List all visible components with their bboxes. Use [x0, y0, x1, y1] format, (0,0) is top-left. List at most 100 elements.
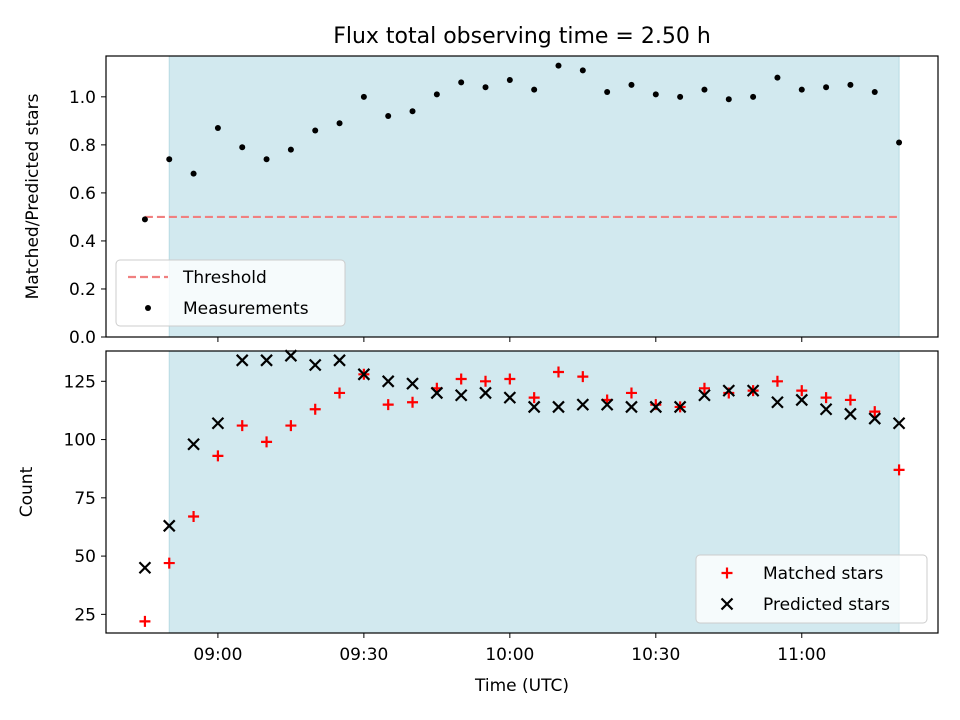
- measurement-point: [141, 216, 148, 223]
- matched-star-point: [382, 399, 394, 411]
- predicted-star-point: [479, 386, 492, 400]
- legend-measurements-swatch: [145, 305, 151, 311]
- measurement-point: [166, 156, 173, 163]
- y-tick-label: 0.0: [69, 328, 96, 348]
- predicted-star-point: [819, 402, 833, 416]
- matched-star-point: [771, 375, 783, 387]
- measurement-point: [871, 89, 878, 96]
- y-tick-label: 0.2: [69, 280, 96, 300]
- bottom-panel: 25 50 75 100 125 09:00 09:30 10:00 10:30 11:00 Cou…: [17, 349, 939, 696]
- predicted-star-point: [357, 368, 371, 381]
- matched-star-point: [504, 373, 516, 385]
- y-tick-label: 0.6: [69, 184, 96, 204]
- measurement-point: [506, 77, 513, 84]
- matched-star-point: [625, 387, 637, 399]
- predicted-star-point: [162, 519, 176, 533]
- measurement-point: [312, 127, 319, 134]
- predicted-star-point: [892, 416, 906, 430]
- legend-box: [115, 259, 346, 327]
- predicted-star-point: [308, 358, 322, 372]
- y-axis-label: Matched/Predicted stars: [23, 93, 43, 299]
- measurement-point: [604, 89, 611, 96]
- matched-star-point: [407, 396, 419, 408]
- matched-star-point: [480, 375, 492, 387]
- measurement-point: [798, 86, 805, 93]
- y-tick-label: 75: [74, 489, 96, 509]
- measurement-point: [555, 62, 562, 69]
- predicted-star-point: [138, 561, 152, 575]
- x-axis-label: Time (UTC): [474, 676, 569, 696]
- legend-box: [695, 554, 928, 624]
- measurement-point: [360, 93, 367, 100]
- measurement-point: [287, 146, 294, 153]
- matched-star-point: [844, 394, 856, 406]
- matched-star-point: [261, 436, 273, 448]
- axes-frame: [105, 350, 939, 634]
- measurement-point: [774, 74, 781, 81]
- measurement-point: [701, 86, 708, 93]
- y-tick-label: 25: [74, 605, 96, 625]
- predicted-star-point: [406, 377, 419, 390]
- matched-star-point: [309, 403, 321, 415]
- predicted-star-point: [527, 400, 541, 414]
- matched-star-point: [528, 392, 540, 404]
- y-tick-label: 100: [64, 431, 96, 451]
- x-tick-label: 10:30: [631, 645, 680, 665]
- matched-star-point: [334, 387, 346, 399]
- measurement-point: [214, 125, 221, 132]
- legend-predicted-swatch: [720, 597, 734, 611]
- predicted-star-point: [454, 389, 468, 402]
- predicted-star-point: [722, 384, 736, 397]
- y-axis-label: Count: [17, 466, 37, 517]
- predicted-star-point: [284, 349, 298, 362]
- predicted-star-point: [625, 400, 638, 414]
- predicted-star-point: [746, 384, 760, 397]
- legend-predicted-label: Predicted stars: [763, 595, 890, 615]
- measurement-point: [579, 67, 586, 74]
- predicted-star-point: [649, 400, 663, 414]
- legend-matched-swatch: [721, 567, 733, 579]
- measurement-point: [823, 84, 830, 91]
- measurement-point: [239, 144, 246, 151]
- legend: Matched stars Predicted stars: [695, 554, 928, 624]
- x-tick-label: 09:00: [193, 645, 242, 665]
- matched-star-point: [455, 373, 467, 385]
- measurement-point: [409, 108, 416, 115]
- matched-star-point: [236, 420, 248, 432]
- measurement-point: [385, 113, 392, 120]
- y-tick-label: 50: [74, 547, 96, 567]
- matched-star-point: [577, 371, 589, 383]
- legend-measurements-label: Measurements: [183, 299, 309, 319]
- predicted-star-point: [430, 386, 444, 400]
- legend-matched-label: Matched stars: [763, 564, 883, 584]
- matched-star-point: [796, 385, 808, 397]
- matched-star-point: [285, 420, 297, 432]
- measurement-point: [652, 91, 659, 98]
- predicted-star-point: [381, 375, 395, 388]
- measurement-point: [336, 120, 343, 127]
- top-panel: 0.0 0.2 0.4 0.6 0.8 1.0 Matched/Predicted star…: [23, 55, 939, 348]
- measurement-point: [190, 170, 197, 177]
- matched-star-point: [188, 510, 200, 522]
- measurement-point: [482, 84, 489, 91]
- y-tick-label: 125: [64, 372, 96, 392]
- matched-star-point: [212, 450, 224, 462]
- measurement-point: [458, 79, 465, 86]
- predicted-star-point: [600, 398, 614, 411]
- predicted-star-point: [187, 437, 200, 451]
- predicted-star-point: [844, 407, 857, 421]
- x-tick-label: 10:00: [485, 645, 534, 665]
- predicted-star-point: [503, 391, 517, 404]
- y-tick-label: 0.4: [69, 232, 96, 252]
- predicted-star-point: [795, 393, 809, 407]
- predicted-star-point: [868, 412, 882, 425]
- axes-frame: [105, 55, 939, 338]
- measurement-point: [677, 93, 684, 100]
- chart-title: Flux total observing time = 2.50 h: [333, 24, 711, 49]
- x-tick-label: 11:00: [777, 645, 826, 665]
- predicted-star-point: [552, 400, 565, 414]
- predicted-star-point: [771, 395, 784, 409]
- y-tick-label: 0.8: [69, 136, 96, 156]
- predicted-star-point: [576, 398, 590, 411]
